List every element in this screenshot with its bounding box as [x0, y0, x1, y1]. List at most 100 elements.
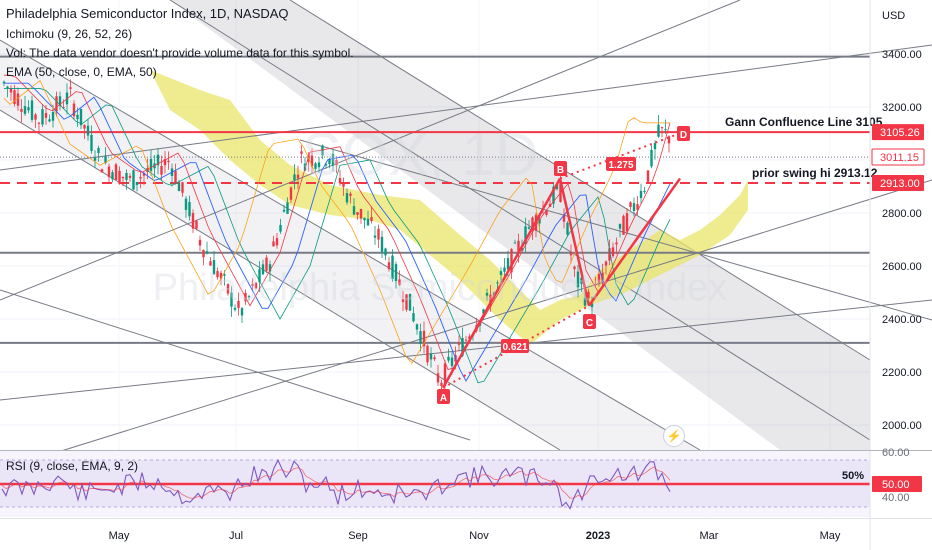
price-tick-label: 2000.00	[882, 420, 922, 432]
candle-body	[367, 219, 369, 225]
rsi-tick-40: 40.00	[882, 492, 910, 504]
price-tick-label: 3400.00	[882, 49, 922, 61]
point-b-marker: B	[554, 161, 567, 176]
rsi-level-label: 50%	[842, 470, 864, 482]
candle-body	[13, 90, 15, 104]
point-b-text: B	[557, 165, 564, 176]
point-c-text: C	[586, 318, 593, 329]
candle-body	[20, 109, 22, 112]
candle-body	[181, 182, 183, 193]
candle-body	[528, 227, 530, 229]
candle-body	[76, 115, 78, 119]
candle-body	[661, 127, 663, 128]
candle-body	[6, 87, 8, 89]
candle-body	[136, 182, 138, 185]
price-tick-label: 2600.00	[882, 261, 922, 273]
candle-body	[202, 250, 204, 257]
ema-legend[interactable]: EMA (50, close, 0, EMA, 50)	[6, 65, 157, 79]
price-tick-label: 2200.00	[882, 367, 922, 379]
chart-title[interactable]: Philadelphia Semiconductor Index, 1D, NA…	[6, 6, 289, 21]
candle-body	[178, 183, 180, 191]
candle-body	[622, 216, 624, 235]
candle-body	[206, 251, 208, 253]
candle-body	[566, 223, 568, 235]
candle-body	[437, 373, 439, 382]
candle-body	[24, 106, 26, 114]
candle-body	[633, 203, 635, 211]
price-tick-label: 2800.00	[882, 208, 922, 220]
point-a-text: A	[440, 393, 447, 404]
ratio-badge-2: 0.621	[501, 339, 529, 353]
candle-body	[160, 166, 162, 175]
ratio-badge-1: 1.275	[606, 157, 636, 171]
candle-body	[90, 135, 92, 151]
rsi-legend[interactable]: RSI (9, close, EMA, 9, 2)	[6, 459, 138, 473]
candle-body	[10, 88, 12, 92]
candle-body	[297, 175, 299, 179]
candle-body	[45, 113, 47, 118]
candle-body	[125, 173, 127, 180]
rsi-tick-60: 60.00	[882, 447, 910, 459]
candle-body	[650, 150, 652, 166]
candle-body	[353, 206, 355, 214]
candle-body	[615, 243, 617, 245]
point-d-marker: D	[677, 126, 690, 141]
candle-body	[451, 358, 453, 367]
candle-body	[370, 217, 372, 221]
candle-body	[97, 148, 99, 153]
swing-hi-label: prior swing hi 2913.12	[752, 166, 878, 180]
candle-body	[167, 161, 169, 162]
price-tick-label: 2400.00	[882, 314, 922, 326]
price-tag-text: 3105.26	[880, 127, 920, 139]
candle-body	[55, 96, 57, 111]
candle-body	[349, 194, 351, 196]
candle-body	[41, 109, 43, 124]
price-tag-text: 3011.15	[880, 152, 919, 164]
candle-body	[629, 202, 631, 207]
candle-body	[612, 247, 614, 256]
candle-body	[139, 177, 141, 178]
candle-body	[458, 343, 460, 345]
candle-body	[363, 218, 365, 221]
candle-body	[426, 346, 428, 362]
candle-body	[34, 114, 36, 119]
watermark-name: Philadelphia Semiconductor Index	[153, 267, 728, 309]
lightning-icon[interactable]: ⚡	[663, 425, 685, 447]
volume-note[interactable]: Vol: The data vendor doesn't provide vol…	[6, 46, 354, 60]
candle-body	[94, 158, 96, 161]
candle-body	[132, 170, 134, 189]
candle-body	[416, 324, 418, 329]
candle-body	[199, 240, 201, 246]
price-tick-label: 3200.00	[882, 102, 922, 114]
candle-body	[654, 143, 656, 149]
candle-body	[440, 383, 442, 386]
price-tags: 3105.263011.152913.00	[872, 124, 924, 191]
ichimoku-legend[interactable]: Ichimoku (9, 26, 52, 26)	[6, 27, 132, 41]
candle-body	[419, 331, 421, 344]
candle-body	[188, 202, 190, 216]
watermark-symbol: SOX, 1D	[302, 121, 539, 188]
candle-body	[115, 164, 117, 180]
candle-body	[514, 243, 516, 244]
candle-body	[664, 129, 666, 130]
candle-body	[195, 221, 197, 229]
candle-body	[626, 213, 628, 231]
candle-body	[430, 353, 432, 359]
candle-body	[447, 357, 449, 361]
candle-body	[209, 261, 211, 265]
candle-body	[27, 107, 29, 110]
candle-body	[38, 123, 40, 124]
candle-body	[605, 261, 607, 265]
candle-body	[69, 87, 71, 89]
candle-body	[374, 236, 376, 238]
time-tick-label: 2023	[586, 530, 610, 542]
candle-body	[412, 313, 414, 321]
ratio-1-text: 1.275	[608, 160, 633, 171]
candle-body	[108, 167, 110, 178]
candle-body	[174, 171, 176, 183]
candle-body	[570, 253, 572, 255]
candle-body	[643, 191, 645, 192]
point-d-text: D	[680, 130, 687, 141]
candle-body	[31, 100, 33, 119]
